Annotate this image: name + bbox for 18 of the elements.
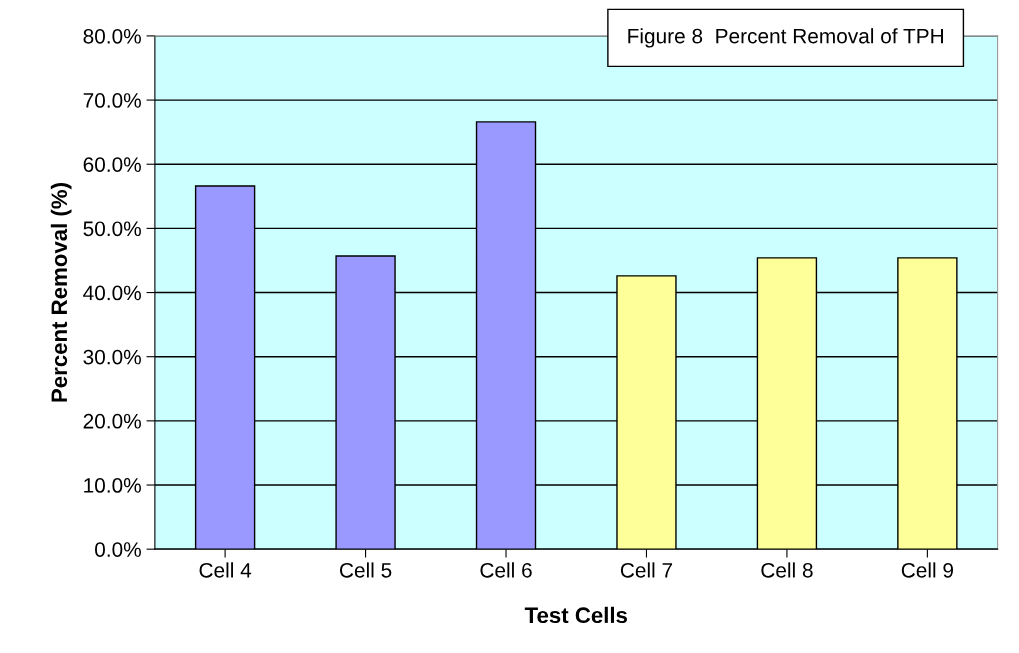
y-tick-label: 70.0% <box>83 93 141 108</box>
x-tick-label: Cell 4 <box>199 562 252 578</box>
y-tick-label: 40.0% <box>83 285 141 301</box>
y-tick-label: 20.0% <box>83 413 141 429</box>
chart-title: Figure 8 Percent Removal of TPH <box>628 28 943 48</box>
x-tick-label: Cell 8 <box>761 562 813 578</box>
x-axis-title: Test Cells <box>524 606 628 624</box>
y-axis-title: Percent Removal (%) <box>50 183 72 402</box>
y-tick-label: 60.0% <box>83 157 141 172</box>
x-tick-label: Cell 6 <box>480 562 532 578</box>
x-tick-label: Cell 7 <box>620 562 673 578</box>
x-tick-label: Cell 9 <box>901 562 954 578</box>
y-tick-label: 0.0% <box>95 542 141 557</box>
y-tick-label: 30.0% <box>83 349 141 365</box>
y-tick-label: 80.0% <box>83 28 141 44</box>
y-tick-label: 50.0% <box>83 221 141 237</box>
y-tick-label: 10.0% <box>84 478 141 493</box>
x-tick-label: Cell 5 <box>339 562 392 578</box>
